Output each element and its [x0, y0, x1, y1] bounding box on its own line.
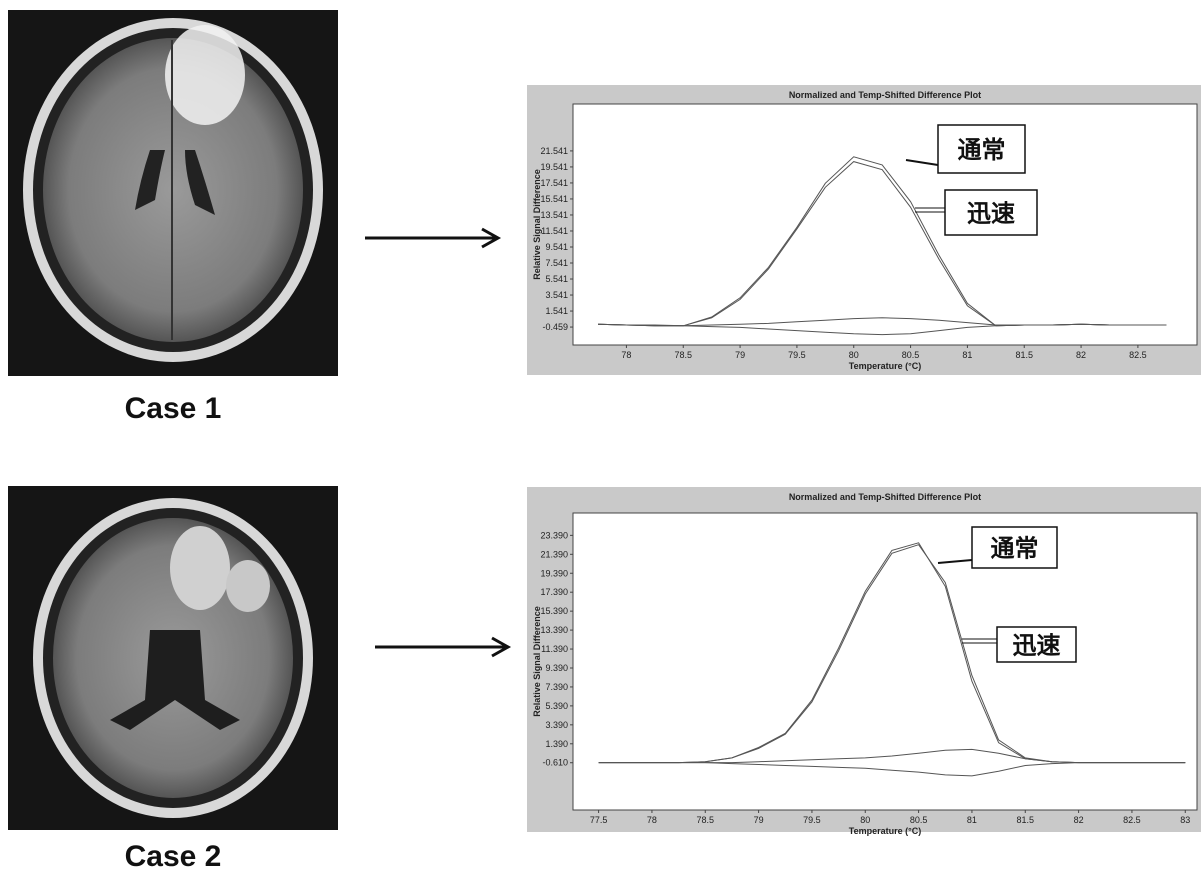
y-tick-label: 1.541 — [545, 306, 568, 316]
x-tick-label: 78 — [647, 815, 657, 825]
case-label: Case 1 — [125, 392, 222, 425]
x-tick-label: 80 — [849, 350, 859, 360]
y-tick-label: 13.541 — [540, 210, 568, 220]
x-axis-label: Temperature (°C) — [849, 361, 921, 371]
figure: Case 1 Case 2 Normalized and Temp-Shifte… — [0, 0, 1201, 879]
annotation: 通常 — [958, 136, 1006, 164]
y-tick-label: 7.390 — [545, 682, 568, 692]
x-tick-label: 82.5 — [1123, 815, 1141, 825]
x-tick-label: 82 — [1074, 815, 1084, 825]
annotation: 迅速 — [1013, 632, 1061, 660]
x-axis-label: Temperature (°C) — [849, 826, 921, 836]
y-tick-label: 11.541 — [541, 226, 568, 236]
chart-title: Normalized and Temp-Shifted Difference P… — [789, 492, 981, 502]
plot-area — [573, 104, 1197, 345]
plot-area — [573, 513, 1197, 810]
y-tick-label: 19.541 — [540, 162, 568, 172]
y-tick-label: 17.541 — [540, 178, 568, 188]
x-tick-label: 82 — [1076, 350, 1086, 360]
y-tick-label: 3.541 — [545, 290, 568, 300]
annotation: 迅速 — [967, 200, 1015, 228]
y-tick-label: 11.390 — [541, 644, 568, 654]
mri-image — [8, 10, 338, 376]
x-tick-label: 78 — [621, 350, 631, 360]
y-tick-label: 3.390 — [545, 720, 568, 730]
y-tick-label: 19.390 — [540, 568, 568, 578]
x-tick-label: 83 — [1180, 815, 1190, 825]
y-tick-label: 15.390 — [540, 606, 568, 616]
y-tick-label: 9.390 — [545, 663, 568, 673]
mri-image — [8, 486, 338, 830]
x-tick-label: 78.5 — [674, 350, 692, 360]
x-tick-label: 80.5 — [902, 350, 920, 360]
y-tick-label: 5.390 — [545, 701, 568, 711]
x-tick-label: 81.5 — [1017, 815, 1035, 825]
y-tick-label: -0.610 — [542, 758, 568, 768]
x-tick-label: 81 — [962, 350, 972, 360]
x-tick-label: 80.5 — [910, 815, 928, 825]
y-tick-label: 23.390 — [540, 530, 568, 540]
arrow — [375, 638, 508, 656]
y-tick-label: -0.459 — [542, 322, 568, 332]
arrow — [365, 229, 498, 247]
y-tick-label: 13.390 — [540, 625, 568, 635]
x-tick-label: 79 — [754, 815, 764, 825]
y-tick-label: 9.541 — [545, 242, 568, 252]
x-tick-label: 80 — [860, 815, 870, 825]
x-tick-label: 79.5 — [788, 350, 806, 360]
x-tick-label: 81 — [967, 815, 977, 825]
x-tick-label: 77.5 — [590, 815, 608, 825]
x-tick-label: 81.5 — [1015, 350, 1033, 360]
y-tick-label: 17.390 — [540, 587, 568, 597]
y-tick-label: 15.541 — [540, 194, 568, 204]
y-axis-label: Relative Signal Difference — [532, 606, 542, 717]
y-tick-label: 5.541 — [545, 274, 568, 284]
x-tick-label: 79 — [735, 350, 745, 360]
chart-title: Normalized and Temp-Shifted Difference P… — [789, 90, 981, 100]
y-tick-label: 1.390 — [545, 739, 568, 749]
y-tick-label: 21.390 — [540, 549, 568, 559]
x-tick-label: 78.5 — [697, 815, 715, 825]
annotation: 通常 — [991, 535, 1039, 563]
y-tick-label: 7.541 — [545, 258, 568, 268]
x-tick-label: 79.5 — [803, 815, 821, 825]
y-tick-label: 21.541 — [540, 146, 568, 156]
x-tick-label: 82.5 — [1129, 350, 1147, 360]
case-label: Case 2 — [125, 840, 222, 873]
